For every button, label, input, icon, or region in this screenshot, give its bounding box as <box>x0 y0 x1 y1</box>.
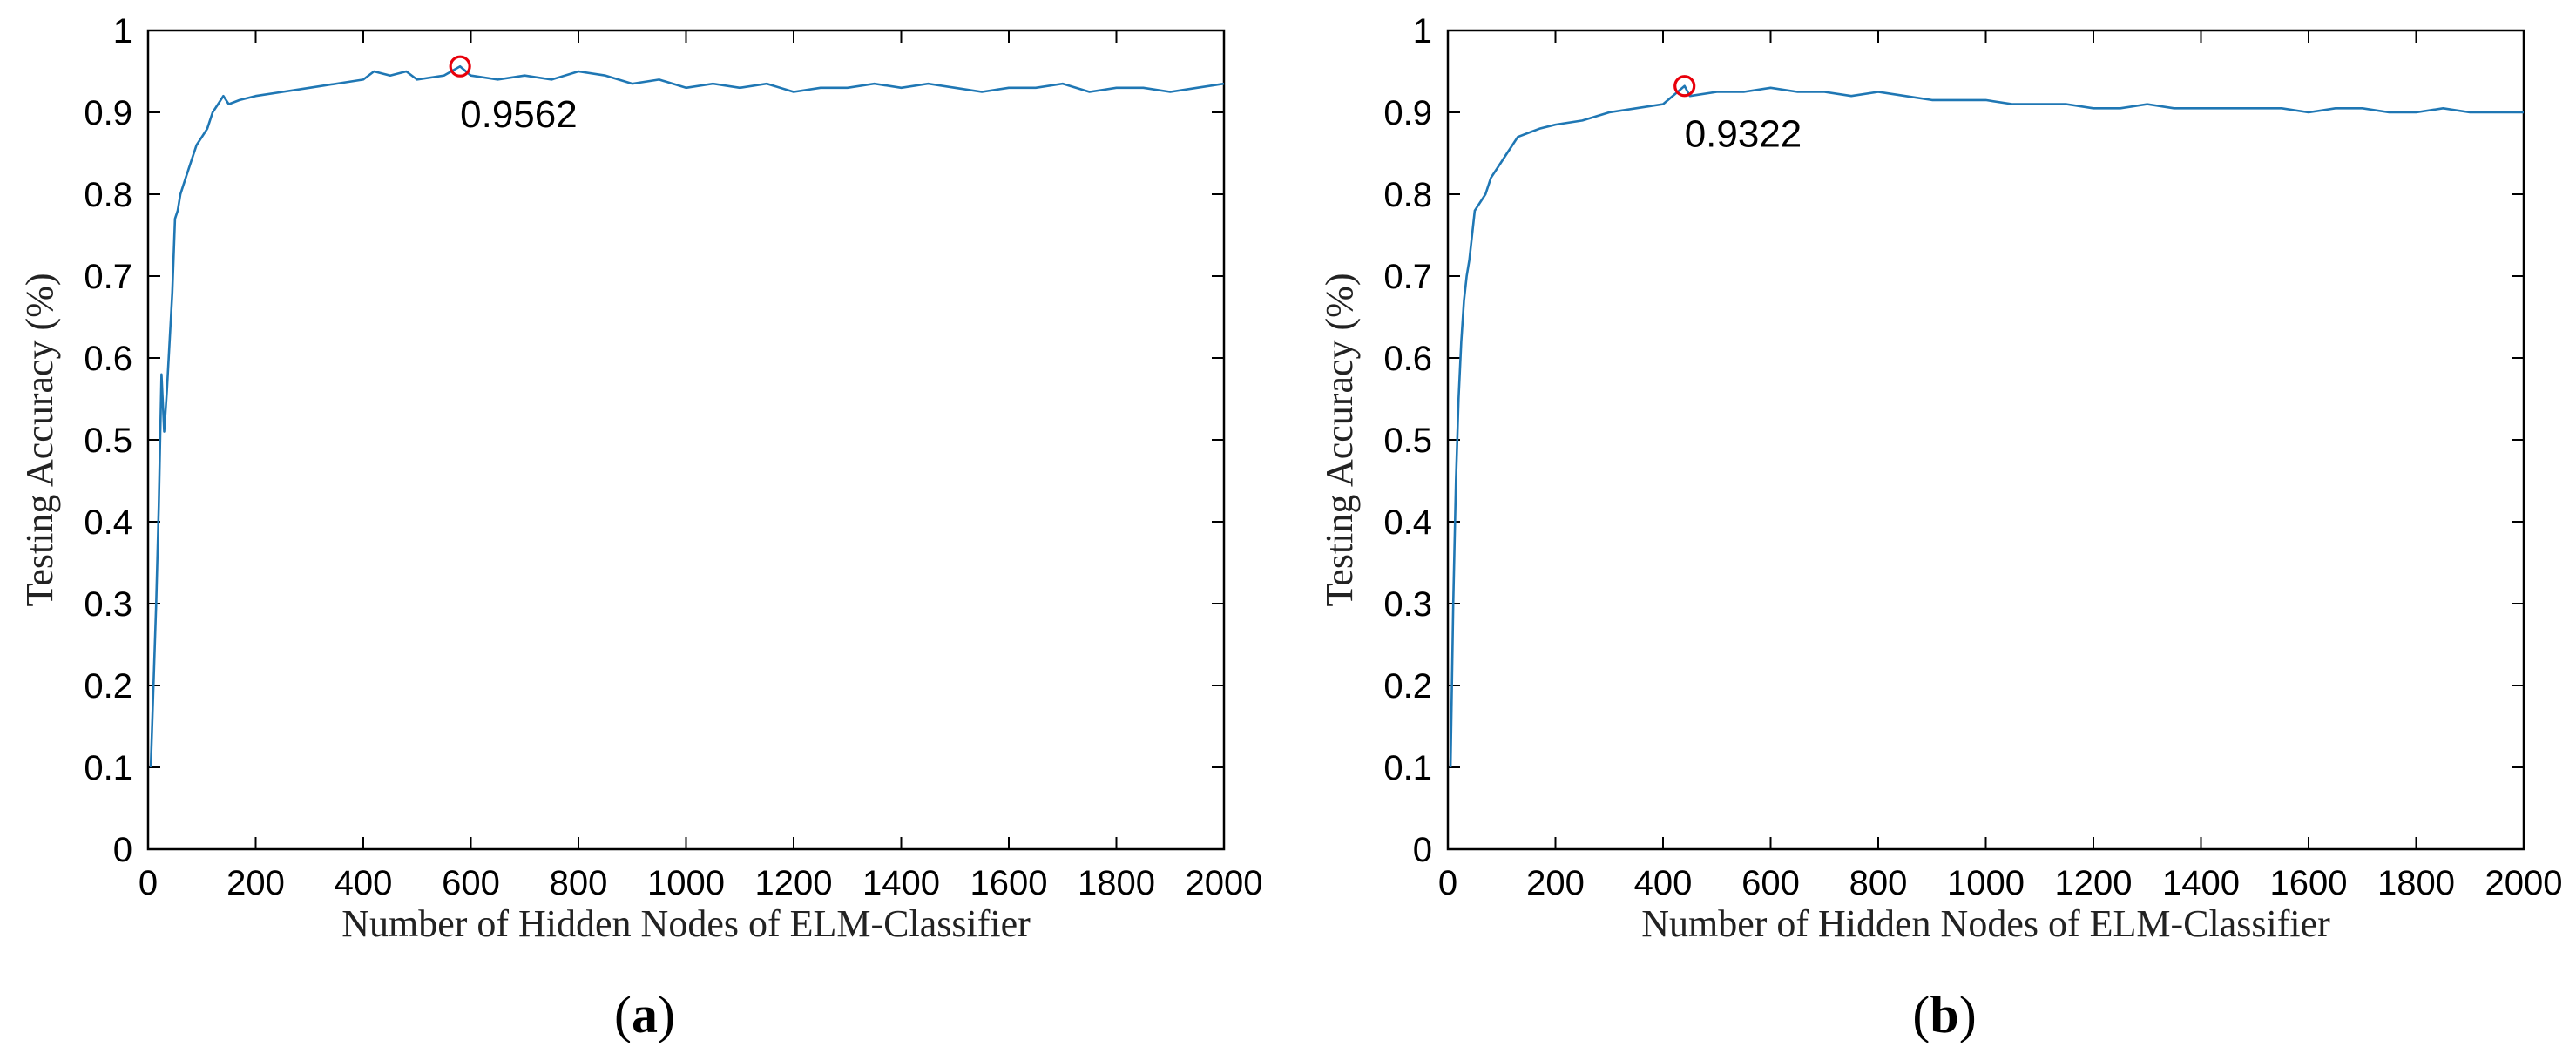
x-tick-label: 800 <box>1849 864 1908 902</box>
y-tick-label: 0.3 <box>84 585 132 624</box>
y-tick-label: 0.3 <box>1383 585 1432 624</box>
x-axis-label: Number of Hidden Nodes of ELM-Classifier <box>341 902 1031 945</box>
y-tick-label: 0.4 <box>84 503 132 542</box>
x-tick-label: 1400 <box>2162 864 2240 902</box>
x-tick-label: 1000 <box>1947 864 2025 902</box>
x-tick-label: 200 <box>226 864 285 902</box>
x-tick-label: 1400 <box>862 864 940 902</box>
x-tick-label: 1800 <box>1078 864 1155 902</box>
y-tick-label: 1 <box>1413 12 1432 51</box>
y-axis-label: Testing Accuracy (%) <box>18 273 61 607</box>
series-line <box>149 64 1225 768</box>
x-tick-label: 400 <box>1634 864 1693 902</box>
x-tick-label: 0 <box>1438 864 1457 902</box>
x-tick-label: 800 <box>550 864 608 902</box>
y-tick-label: 0.7 <box>84 258 132 296</box>
series-line <box>1449 84 2524 768</box>
peak-label: 0.9322 <box>1685 113 1802 156</box>
y-tick-label: 0 <box>1413 831 1432 869</box>
y-tick-label: 0.6 <box>1383 340 1432 378</box>
x-tick-label: 2000 <box>1186 864 1263 902</box>
y-tick-label: 0.4 <box>1383 503 1432 542</box>
y-tick-label: 0.7 <box>1383 258 1432 296</box>
x-tick-label: 1000 <box>647 864 725 902</box>
chart-panel-a: 0 0.1 0.2 0.3 0.4 0.5 0.6 0.7 0.8 0.9 1 0 200 400 600 8… <box>18 12 1262 1043</box>
axes-frame <box>1446 29 2525 851</box>
x-tick-label: 200 <box>1526 864 1585 902</box>
x-tick-label: 600 <box>442 864 500 902</box>
x-tick-label: 1600 <box>2270 864 2348 902</box>
y-tick-label: 0.6 <box>84 340 132 378</box>
x-axis-label: Number of Hidden Nodes of ELM-Classifier <box>1641 902 2330 945</box>
y-tick-label: 0 <box>113 831 132 869</box>
y-tick-label: 0.2 <box>84 667 132 706</box>
y-tick-label: 1 <box>113 12 132 51</box>
y-tick-label: 0.1 <box>84 749 132 787</box>
peak-label: 0.9562 <box>460 93 578 136</box>
panel-caption: (b) <box>1912 986 1976 1043</box>
x-tick-label: 2000 <box>2485 864 2563 902</box>
chart-panel-b: 0 0.1 0.2 0.3 0.4 0.5 0.6 0.7 0.8 0.9 1 0 200 400 600 8… <box>1318 12 2562 1043</box>
y-tick-label: 0.9 <box>84 94 132 132</box>
peak-marker <box>449 55 471 78</box>
x-tick-label: 1800 <box>2377 864 2455 902</box>
y-tick-label: 0.8 <box>84 176 132 214</box>
y-tick-label: 0.2 <box>1383 667 1432 706</box>
y-tick-label: 0.5 <box>1383 422 1432 460</box>
y-tick-label: 0.1 <box>1383 749 1432 787</box>
y-tick-label: 0.8 <box>1383 176 1432 214</box>
x-tick-label: 1200 <box>755 864 833 902</box>
y-axis-label: Testing Accuracy (%) <box>1318 273 1361 607</box>
x-tick-label: 0 <box>139 864 158 902</box>
x-tick-label: 1600 <box>970 864 1048 902</box>
x-tick-label: 1200 <box>2055 864 2133 902</box>
peak-marker <box>1673 75 1696 98</box>
y-tick-label: 0.9 <box>1383 94 1432 132</box>
x-tick-label: 600 <box>1741 864 1800 902</box>
axes-frame <box>146 29 1226 851</box>
panel-caption: (a) <box>614 986 675 1043</box>
y-tick-label: 0.5 <box>84 422 132 460</box>
x-tick-label: 400 <box>335 864 393 902</box>
